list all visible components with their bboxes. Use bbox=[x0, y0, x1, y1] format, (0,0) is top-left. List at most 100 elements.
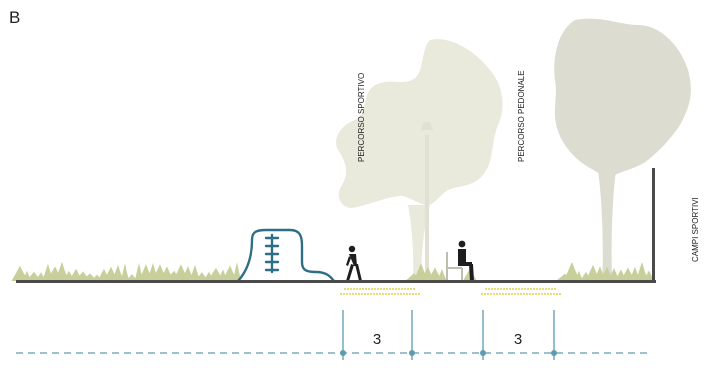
paving-dot bbox=[361, 293, 363, 295]
paving-dot bbox=[526, 293, 528, 295]
paving-dot bbox=[542, 288, 544, 290]
paving-dot bbox=[368, 288, 370, 290]
paving-dot bbox=[551, 288, 553, 290]
paving-dot bbox=[503, 288, 505, 290]
paving-dot bbox=[548, 288, 550, 290]
paving-dot bbox=[554, 288, 556, 290]
paving-dot bbox=[367, 293, 369, 295]
lamp-head bbox=[421, 122, 433, 130]
paving-dot bbox=[550, 293, 552, 295]
paving-dot bbox=[494, 288, 496, 290]
dimension-nodes bbox=[340, 350, 557, 356]
dimension-value-pedonale: 3 bbox=[514, 331, 522, 348]
paving-dot bbox=[406, 293, 408, 295]
tree-trunk-right bbox=[598, 170, 616, 282]
label-campi-sportivi: CAMPI SPORTIVI bbox=[691, 197, 700, 262]
tree-trunk-left bbox=[408, 205, 430, 282]
paving-dot bbox=[415, 293, 417, 295]
paving-dot bbox=[340, 293, 342, 295]
tree-canopy-left bbox=[335, 39, 503, 208]
paving-dot bbox=[484, 293, 486, 295]
paving-dot bbox=[412, 293, 414, 295]
paving-dot bbox=[529, 293, 531, 295]
tree-canopy-right bbox=[554, 18, 691, 177]
paving-dot bbox=[556, 293, 558, 295]
paving-dot bbox=[496, 293, 498, 295]
paving-dot bbox=[386, 288, 388, 290]
play-structure bbox=[236, 228, 336, 283]
paving-dot bbox=[418, 293, 420, 295]
paving-dot bbox=[395, 288, 397, 290]
section-letter: B bbox=[9, 8, 20, 27]
paving-dot bbox=[487, 293, 489, 295]
paving-dot bbox=[536, 288, 538, 290]
label-percorso-pedonale: PERCORSO PEDONALE bbox=[517, 70, 526, 162]
paving-dot bbox=[481, 293, 483, 295]
paving-dot bbox=[382, 293, 384, 295]
paving-dot bbox=[538, 293, 540, 295]
paving-dot bbox=[485, 288, 487, 290]
paving-dot bbox=[533, 288, 535, 290]
paving-dot bbox=[517, 293, 519, 295]
grass-tuft bbox=[563, 261, 581, 281]
paving-dot bbox=[413, 288, 415, 290]
paving-dot bbox=[535, 293, 537, 295]
paving-dot bbox=[520, 293, 522, 295]
paving-dot bbox=[409, 293, 411, 295]
grass bbox=[11, 261, 656, 281]
paving-dot bbox=[349, 293, 351, 295]
paving-dot bbox=[385, 293, 387, 295]
paving-dot bbox=[514, 293, 516, 295]
paving-dot bbox=[379, 293, 381, 295]
paving-dot bbox=[350, 288, 352, 290]
paving-dots bbox=[340, 288, 561, 295]
paving-dot bbox=[376, 293, 378, 295]
walking-person-icon bbox=[346, 245, 362, 281]
paving-dot bbox=[373, 293, 375, 295]
paving-dot bbox=[539, 288, 541, 290]
paving-dot bbox=[524, 288, 526, 290]
paving-dot bbox=[523, 293, 525, 295]
paving-dot bbox=[544, 293, 546, 295]
grass-tuft bbox=[635, 261, 649, 281]
paving-dot bbox=[374, 288, 376, 290]
seated-person-icon bbox=[446, 240, 474, 281]
boundary-wall bbox=[652, 168, 655, 283]
paving-dot bbox=[491, 288, 493, 290]
paving-dot bbox=[545, 288, 547, 290]
paving-dot bbox=[343, 293, 345, 295]
paving-dot bbox=[344, 288, 346, 290]
paving-dot bbox=[497, 288, 499, 290]
grass-tuft bbox=[437, 268, 447, 281]
paving-dot bbox=[362, 288, 364, 290]
paving-dot bbox=[391, 293, 393, 295]
paving-dot bbox=[355, 293, 357, 295]
paving-dot bbox=[389, 288, 391, 290]
paving-dot bbox=[358, 293, 360, 295]
paving-dot bbox=[346, 293, 348, 295]
ground-line bbox=[16, 280, 656, 283]
paving-dot bbox=[527, 288, 529, 290]
paving-dot bbox=[392, 288, 394, 290]
dimension-node bbox=[480, 350, 486, 356]
paving-dot bbox=[353, 288, 355, 290]
dimension-value-sportivo: 3 bbox=[373, 331, 381, 348]
paving-dot bbox=[365, 288, 367, 290]
paving-dot bbox=[400, 293, 402, 295]
grass-tuft bbox=[55, 261, 69, 281]
paving-dot bbox=[505, 293, 507, 295]
paving-dot bbox=[512, 288, 514, 290]
paving-dot bbox=[541, 293, 543, 295]
paving-dot bbox=[553, 293, 555, 295]
paving-dot bbox=[398, 288, 400, 290]
paving-dot bbox=[410, 288, 412, 290]
paving-dot bbox=[377, 288, 379, 290]
grass-tuft bbox=[232, 261, 242, 281]
dimension-node bbox=[340, 350, 346, 356]
paving-dot bbox=[502, 293, 504, 295]
paving-dot bbox=[403, 293, 405, 295]
paving-dot bbox=[490, 293, 492, 295]
dimension-node bbox=[551, 350, 557, 356]
paving-dot bbox=[499, 293, 501, 295]
